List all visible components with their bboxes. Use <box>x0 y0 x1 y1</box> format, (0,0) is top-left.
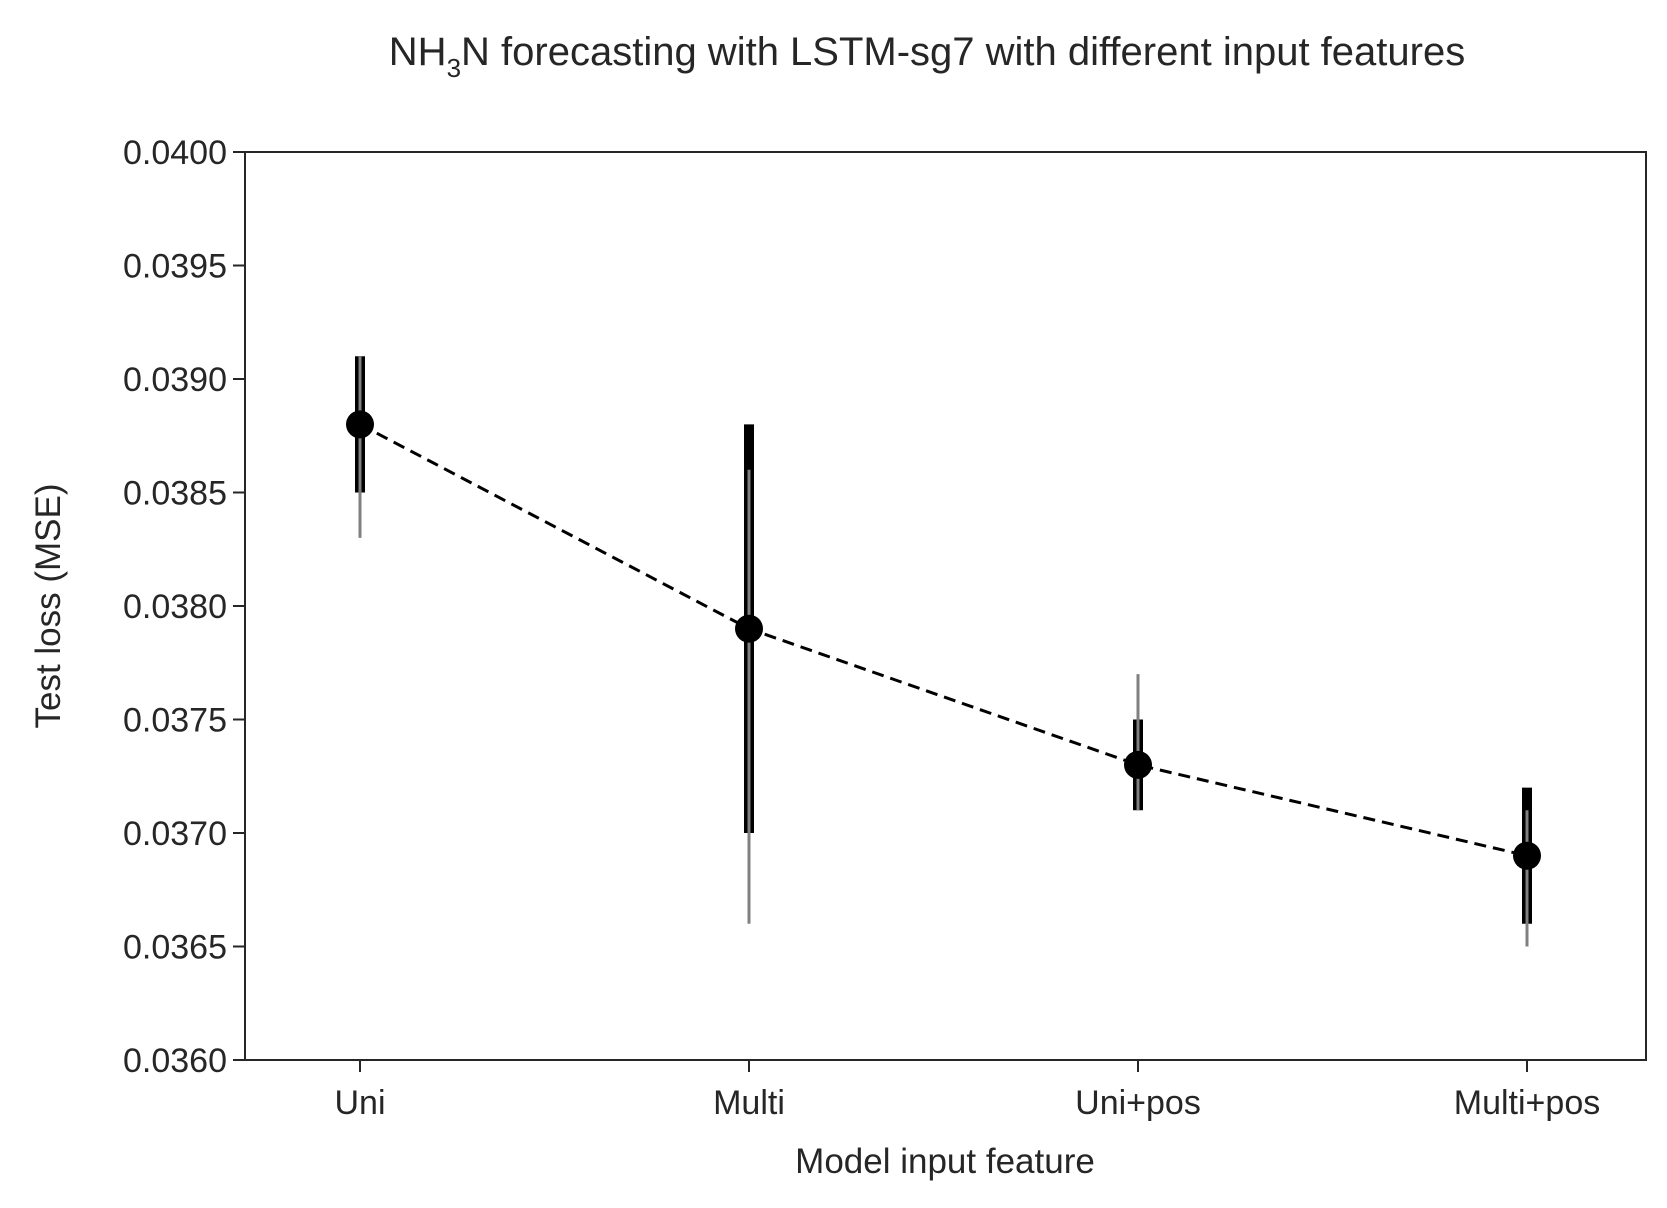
x-axis-label: Model input feature <box>795 1142 1095 1181</box>
x-tick-label: Uni <box>334 1084 385 1122</box>
y-tick-label: 0.0375 <box>123 702 227 740</box>
x-tick-label: Uni+pos <box>1075 1084 1201 1122</box>
x-tick-label: Multi <box>713 1084 785 1122</box>
plot-frame <box>244 151 1647 1061</box>
chart-title-prefix: NH <box>389 30 447 74</box>
y-tick-label: 0.0365 <box>123 929 227 967</box>
y-tick-label: 0.0385 <box>123 475 227 513</box>
x-axis: Uni Multi Uni+pos Multi+pos <box>334 1060 1600 1122</box>
y-tick-label: 0.0380 <box>123 588 227 626</box>
y-axis-label: Test loss (MSE) <box>29 483 68 728</box>
plot-area <box>346 356 1541 947</box>
data-point <box>1124 750 1152 779</box>
series-line <box>359 423 1528 858</box>
y-tick-label: 0.0400 <box>123 134 227 172</box>
y-tick-label: 0.0395 <box>123 248 227 286</box>
y-tick-label: 0.0360 <box>123 1042 227 1080</box>
chart-title-suffix: N forecasting with LSTM-sg7 with differe… <box>461 30 1465 74</box>
data-point <box>346 410 374 439</box>
chart-title-subscript: 3 <box>447 53 461 83</box>
y-axis: 0.0360 0.0365 0.0370 0.0375 0.0380 0.0385 0.03… <box>123 134 245 1080</box>
data-point <box>735 614 763 643</box>
y-tick-label: 0.0390 <box>123 361 227 399</box>
chart-title: NH3N forecasting with LSTM-sg7 with diff… <box>389 30 1465 83</box>
y-tick-label: 0.0370 <box>123 815 227 853</box>
data-point <box>1513 841 1541 870</box>
x-tick-label: Multi+pos <box>1454 1084 1600 1122</box>
